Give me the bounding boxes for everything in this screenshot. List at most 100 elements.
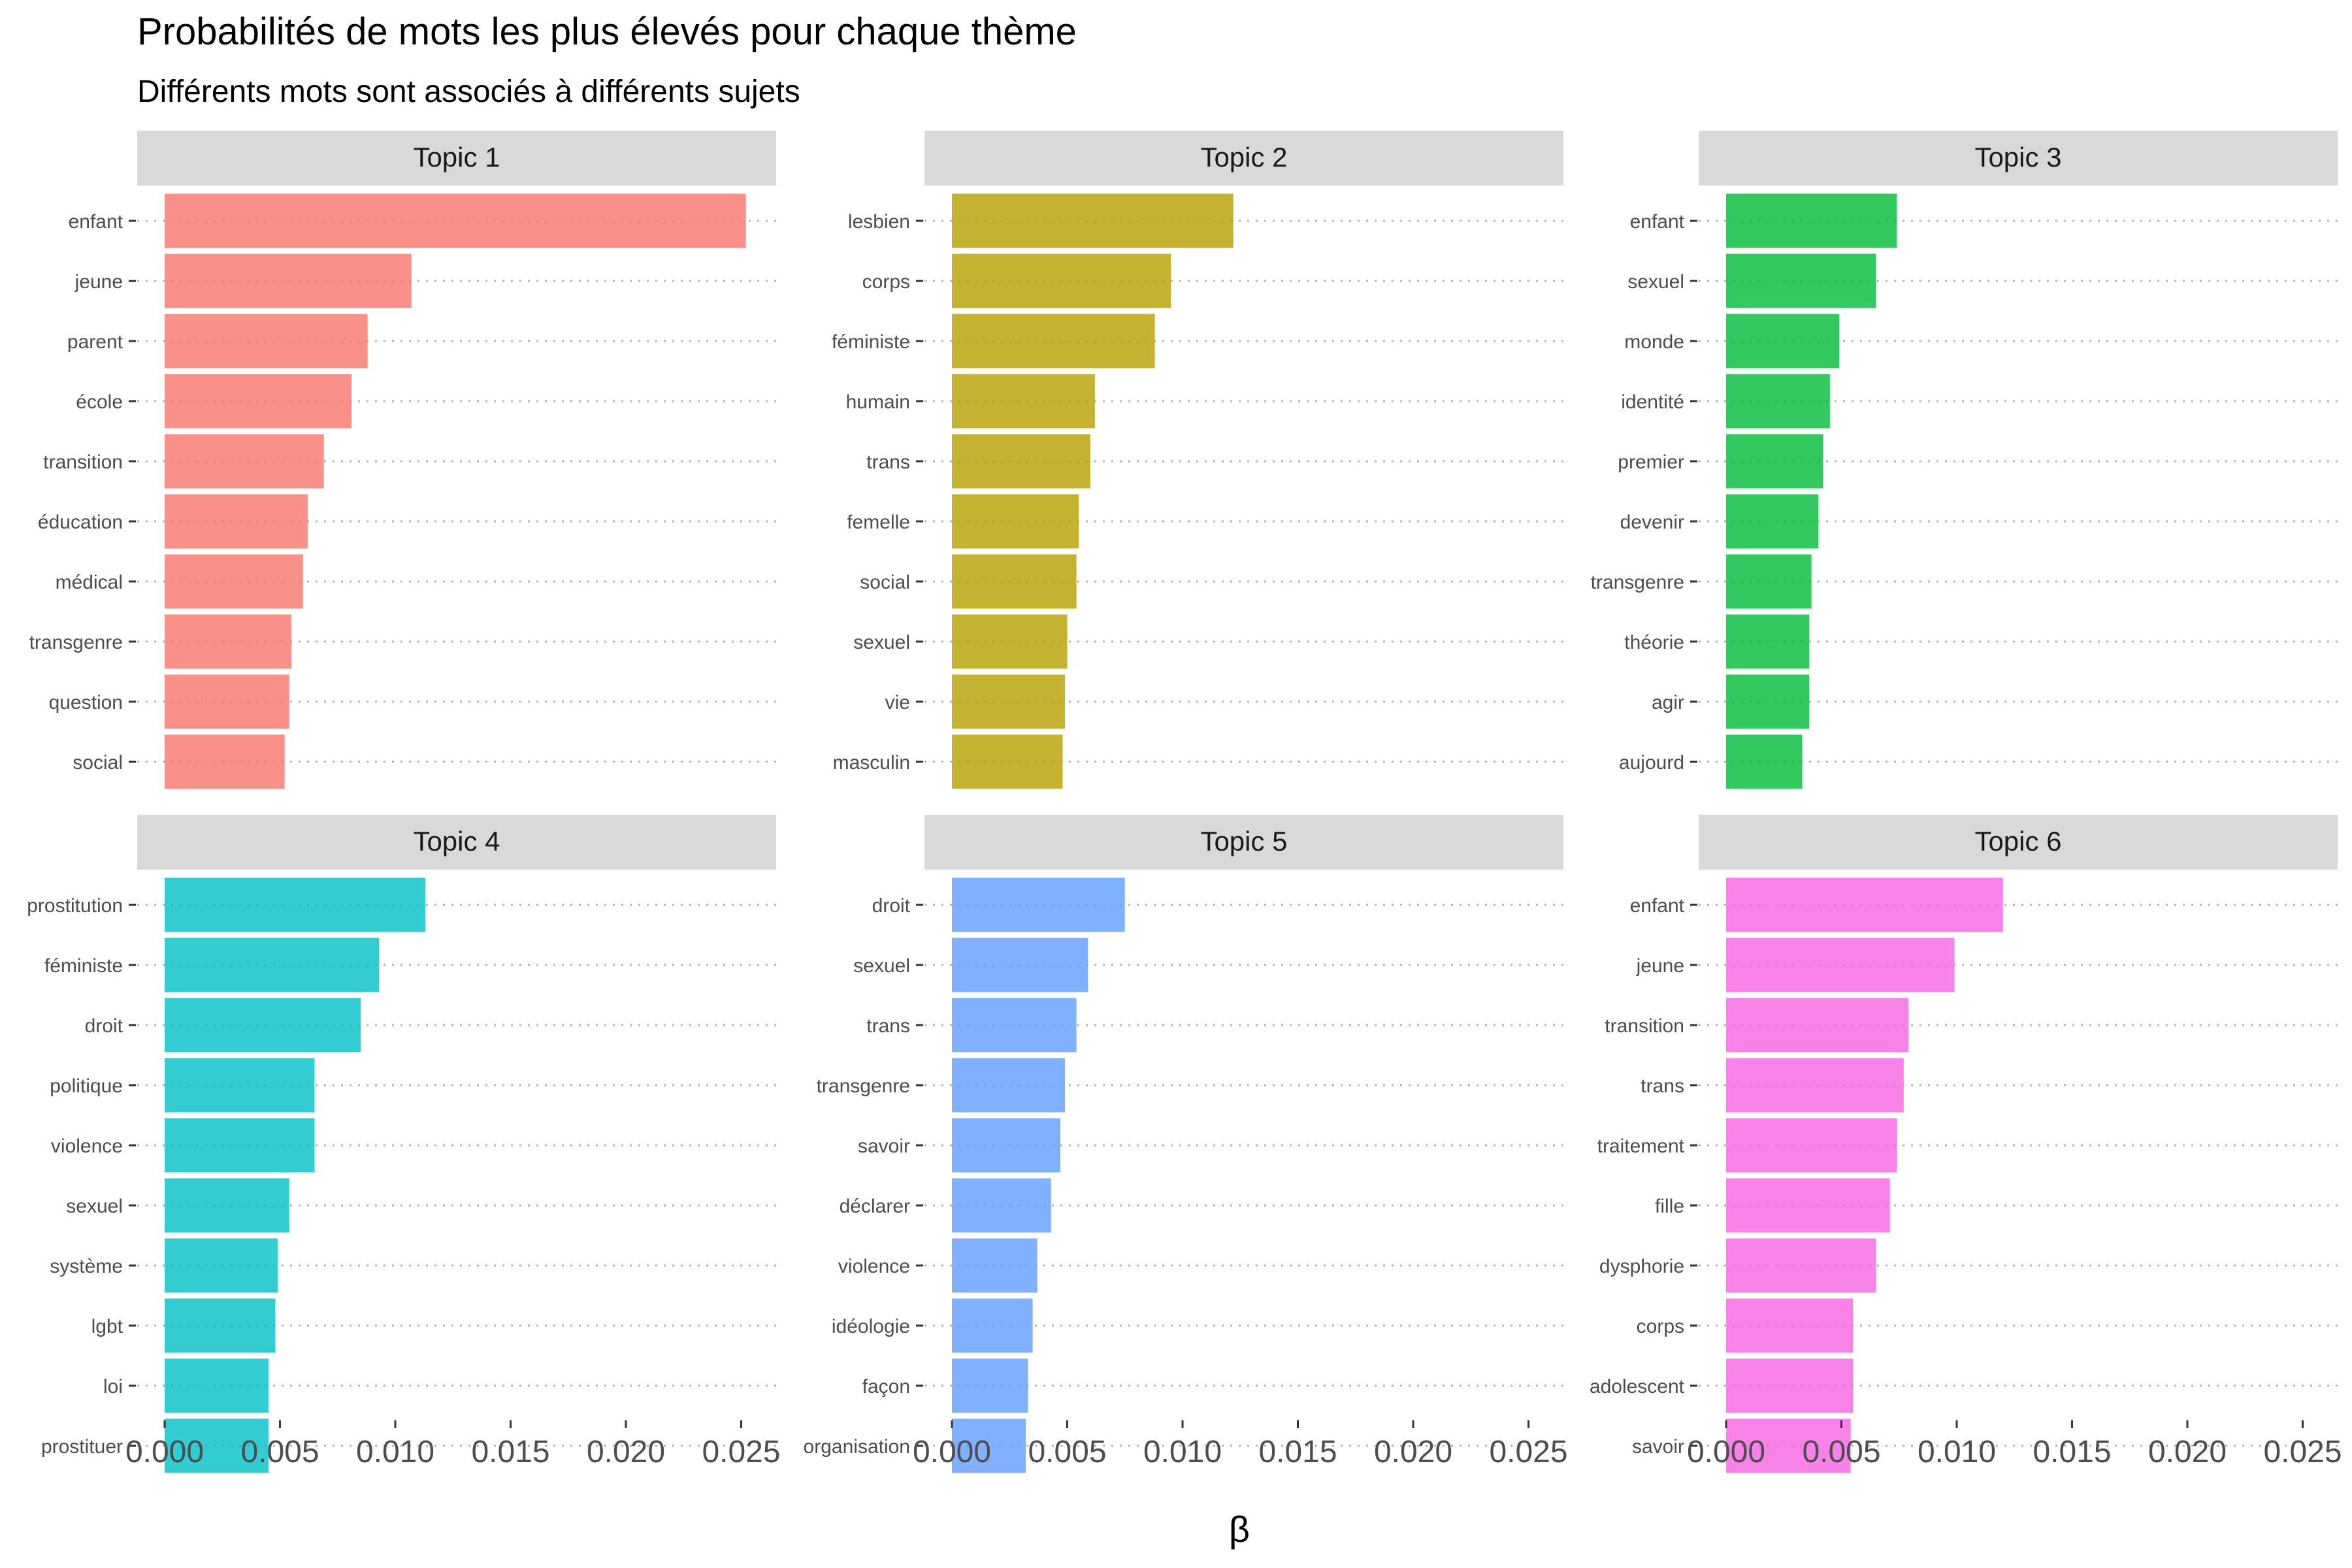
facet-panel: Topic 4 prostitution féministe droit politiq… <box>27 815 781 1473</box>
bar <box>952 938 1088 992</box>
category-label: social <box>73 752 123 774</box>
bar <box>1726 253 1876 308</box>
facet-panel: Topic 3 enfant sexuel monde identité premier d… <box>1591 131 2338 789</box>
bar <box>1726 877 2003 932</box>
x-tick-label: 0.000 <box>1687 1435 1765 1469</box>
facet-strip <box>924 815 1563 870</box>
category-label: enfant <box>1630 211 1685 233</box>
category-label: lesbien <box>848 211 910 233</box>
category-label: question <box>49 692 123 713</box>
bar <box>165 1358 269 1413</box>
x-tick-label: 0.020 <box>587 1435 665 1469</box>
category-label: droit <box>872 895 911 917</box>
facet-strip <box>137 131 776 186</box>
facet-strip-label: Topic 3 <box>1974 142 2061 172</box>
bar <box>952 1418 1026 1473</box>
category-label: déclarer <box>840 1196 910 1217</box>
x-axis-title: β <box>1229 1509 1250 1550</box>
facet-strip <box>1699 815 2338 870</box>
bar <box>1726 614 1810 669</box>
bar <box>952 314 1155 368</box>
category-label: prostituer <box>41 1436 123 1458</box>
x-tick-label: 0.000 <box>125 1435 204 1469</box>
category-label: enfant <box>69 211 123 233</box>
category-label: organisation <box>804 1436 910 1458</box>
category-label: transgenre <box>817 1075 910 1097</box>
bar <box>952 554 1077 609</box>
x-tick-label: 0.015 <box>2033 1435 2111 1469</box>
category-label: premier <box>1618 451 1684 473</box>
bar <box>165 1238 278 1293</box>
bar <box>1726 938 1955 992</box>
facet-panels: Topic 1 enfant jeune parent école transition é… <box>27 131 2342 1473</box>
facet-strip-label: Topic 1 <box>413 142 500 172</box>
category-label: théorie <box>1624 632 1684 653</box>
category-label: trans <box>866 451 910 473</box>
category-label: idéologie <box>832 1316 910 1337</box>
bar <box>952 253 1171 308</box>
facet-strip <box>1699 131 2338 186</box>
category-label: dysphorie <box>1599 1256 1684 1277</box>
x-tick-label: 0.000 <box>913 1435 991 1469</box>
bar <box>952 374 1095 429</box>
bar <box>952 193 1233 248</box>
bar <box>1726 734 1803 789</box>
bar <box>165 1178 289 1233</box>
bar <box>952 734 1063 789</box>
category-label: transition <box>43 451 123 473</box>
category-label: fille <box>1655 1196 1684 1217</box>
category-label: aujourd <box>1619 752 1684 774</box>
category-label: corps <box>1637 1316 1684 1337</box>
x-tick-label: 0.020 <box>1374 1435 1452 1469</box>
bar <box>1726 998 1908 1053</box>
bar <box>952 614 1068 669</box>
category-label: trans <box>866 1015 910 1037</box>
bar <box>952 1118 1060 1173</box>
category-label: politique <box>50 1075 123 1097</box>
bar <box>952 674 1065 729</box>
bar <box>952 998 1077 1053</box>
category-label: prostitution <box>27 895 123 917</box>
category-label: femelle <box>847 512 910 533</box>
chart-title: Probabilités de mots les plus élevés pou… <box>137 10 1077 53</box>
category-label: agir <box>1652 692 1684 713</box>
bar <box>952 494 1079 549</box>
category-label: droit <box>85 1015 123 1037</box>
category-label: école <box>76 391 123 413</box>
category-label: sexuel <box>853 632 910 653</box>
chart-subtitle: Différents mots sont associés à différen… <box>137 74 800 109</box>
category-label: vie <box>885 692 910 713</box>
bar <box>1726 314 1839 368</box>
facet-strip-label: Topic 6 <box>1974 826 2061 857</box>
bar <box>952 877 1125 932</box>
category-label: monde <box>1624 331 1684 353</box>
bar <box>1726 374 1830 429</box>
facet-strip-label: Topic 2 <box>1200 142 1287 172</box>
bar <box>165 614 292 669</box>
category-label: transgenre <box>29 632 123 653</box>
category-label: sexuel <box>66 1196 123 1217</box>
category-label: éducation <box>38 512 123 533</box>
category-label: humain <box>846 391 910 413</box>
facet-strip-label: Topic 5 <box>1200 826 1287 857</box>
bar <box>165 554 303 609</box>
category-label: social <box>860 572 910 593</box>
category-label: violence <box>838 1256 910 1277</box>
x-tick-label: 0.010 <box>1143 1435 1222 1469</box>
x-tick-label: 0.015 <box>471 1435 549 1469</box>
category-label: masculin <box>833 752 910 774</box>
bar <box>1726 434 1823 489</box>
bar <box>165 314 368 368</box>
category-label: traitement <box>1597 1135 1685 1157</box>
bar <box>165 374 351 429</box>
x-tick-label: 0.025 <box>1489 1435 1567 1469</box>
facet-strip <box>924 131 1563 186</box>
bar <box>165 494 308 549</box>
category-label: savoir <box>1632 1436 1684 1458</box>
category-label: sexuel <box>853 955 910 977</box>
bar <box>165 1298 276 1353</box>
bar <box>165 1418 269 1473</box>
category-label: devenir <box>1620 512 1684 533</box>
bar <box>952 1298 1033 1353</box>
